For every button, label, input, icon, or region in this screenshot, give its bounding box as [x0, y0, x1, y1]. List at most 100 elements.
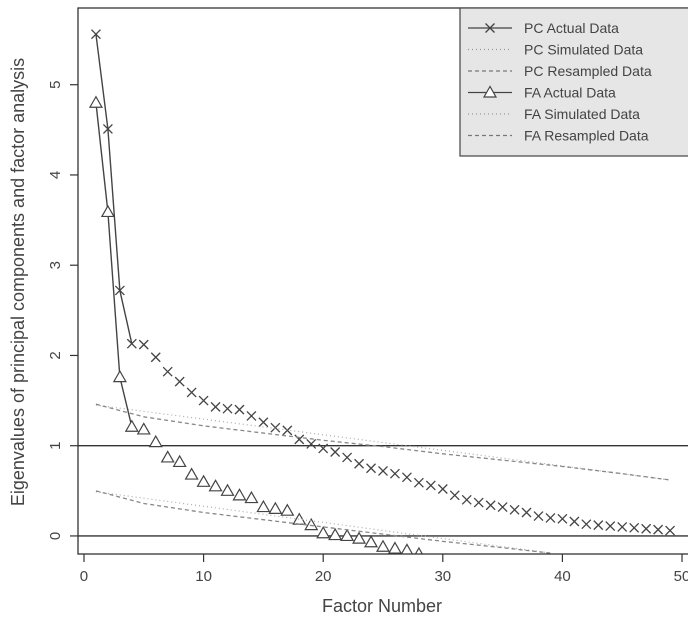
series-0-point-stroke-b [366, 463, 376, 474]
series-0-point-stroke-b [605, 521, 616, 531]
series-0-point [545, 512, 556, 523]
series-3-point [387, 541, 402, 554]
y-axis-title: Eigenvalues of principal components and … [8, 58, 28, 506]
legend-label-5: FA Resampled Data [524, 128, 649, 144]
series-0-point-stroke-b [641, 523, 652, 534]
plot-area [78, 29, 688, 554]
series-0-point-stroke-b [545, 512, 556, 523]
series-0-point [90, 29, 101, 40]
series-0-point [234, 404, 245, 415]
series-0-connector [95, 34, 133, 344]
series-0-point-stroke-b [114, 285, 125, 296]
series-0-point [186, 387, 197, 398]
series-0-point [102, 123, 113, 134]
series-0-point-stroke-b [593, 520, 604, 531]
series-0-point [509, 504, 520, 515]
series-0-point-stroke-b [390, 468, 400, 479]
series-0-point-stroke-b [581, 519, 592, 530]
series-3-point [136, 422, 151, 435]
series-0-point [485, 500, 496, 511]
series-0-point [533, 511, 544, 522]
series-0-point-stroke-b [557, 513, 568, 524]
series-0-point-stroke-b [234, 404, 245, 415]
series-3-point [280, 503, 295, 516]
series-0-point-stroke-b [425, 480, 436, 491]
series-0-point [413, 477, 424, 488]
series-0-point [138, 339, 149, 350]
legend: PC Actual Data PC Simulated Data PC Resamp… [459, 7, 688, 157]
series-0-point-stroke-b [378, 466, 388, 476]
series-0-point [557, 513, 568, 524]
y-tick-label: 0 [47, 532, 64, 540]
series-0-point-stroke-b [222, 403, 233, 414]
series-0-point-stroke-b [653, 524, 664, 535]
series-0-point [449, 490, 460, 501]
series-0-point-stroke-b [342, 452, 353, 463]
series-0-point [390, 468, 400, 479]
series-0-point-stroke-b [413, 477, 424, 488]
series-0-point-stroke-b [174, 376, 185, 387]
series-0-point-stroke-b [617, 521, 628, 532]
series-0-point [629, 522, 640, 533]
series-0-point [497, 502, 508, 513]
axes: 0 10 20 30 40 50 0 1 2 3 4 5 [47, 7, 688, 585]
series-0-point-stroke-b [401, 472, 412, 483]
series-0-point [330, 447, 341, 457]
series-0-point-stroke-b [270, 422, 281, 433]
y-tick-label: 2 [47, 351, 64, 359]
x-tick-label: 0 [80, 568, 88, 585]
series-0-point-stroke-b [461, 494, 472, 505]
x-tick-label: 50 [674, 568, 688, 585]
series-0-point [437, 484, 448, 494]
series-3-point [208, 479, 223, 492]
series-3-point [352, 531, 367, 544]
series-3-point [268, 501, 283, 514]
series-0-point-stroke-b [449, 490, 460, 501]
series-0-point [126, 338, 137, 349]
series-0-point [461, 494, 472, 505]
series-0-point [569, 516, 580, 527]
legend-marker-3 [482, 85, 498, 98]
series-0-point-stroke-b [306, 438, 317, 449]
series-0-point-stroke-b [437, 484, 448, 494]
y-tick-label: 5 [47, 81, 64, 89]
plot-frame [77, 7, 688, 555]
series-3-point [414, 546, 424, 554]
y-tick-label: 4 [47, 171, 64, 179]
series-3-point [232, 488, 247, 501]
series-3-point [160, 450, 175, 463]
series-0-point [605, 521, 616, 531]
series-0-point-stroke-b [102, 123, 113, 134]
series-0-point-stroke-b [150, 352, 161, 363]
series-3-point [316, 526, 331, 539]
series-3-point [112, 369, 127, 383]
series-3-point [375, 539, 391, 552]
series-0-point [581, 519, 592, 530]
series-0-point [306, 438, 317, 449]
series-3-point [304, 517, 319, 531]
series-0-point [270, 422, 281, 433]
series-1-dotted-line [95, 404, 671, 481]
series-0-point-stroke-b [186, 387, 197, 398]
series-0-point-stroke-b [509, 504, 520, 515]
series-3-point [184, 467, 199, 480]
series-0-point [354, 458, 365, 469]
legend-marker-0 [485, 23, 495, 33]
series-0-point-stroke-b [629, 522, 640, 533]
series-0-point [641, 523, 652, 534]
series-0-point [294, 434, 305, 445]
series-0-point [378, 466, 388, 476]
series-0-point [401, 472, 412, 483]
series-0-point [521, 507, 532, 518]
series-3-point [172, 454, 187, 468]
series-0-point [425, 480, 436, 491]
series-0-point [198, 395, 209, 406]
legend-label-0: PC Actual Data [524, 20, 619, 36]
series-0-point [174, 376, 185, 387]
series-0-point-stroke-b [497, 502, 508, 513]
legend-label-4: FA Simulated Data [524, 106, 640, 122]
series-3-point [364, 535, 379, 548]
series-2-dashed-line [95, 403, 671, 481]
series-0-point-stroke-b [126, 338, 137, 349]
